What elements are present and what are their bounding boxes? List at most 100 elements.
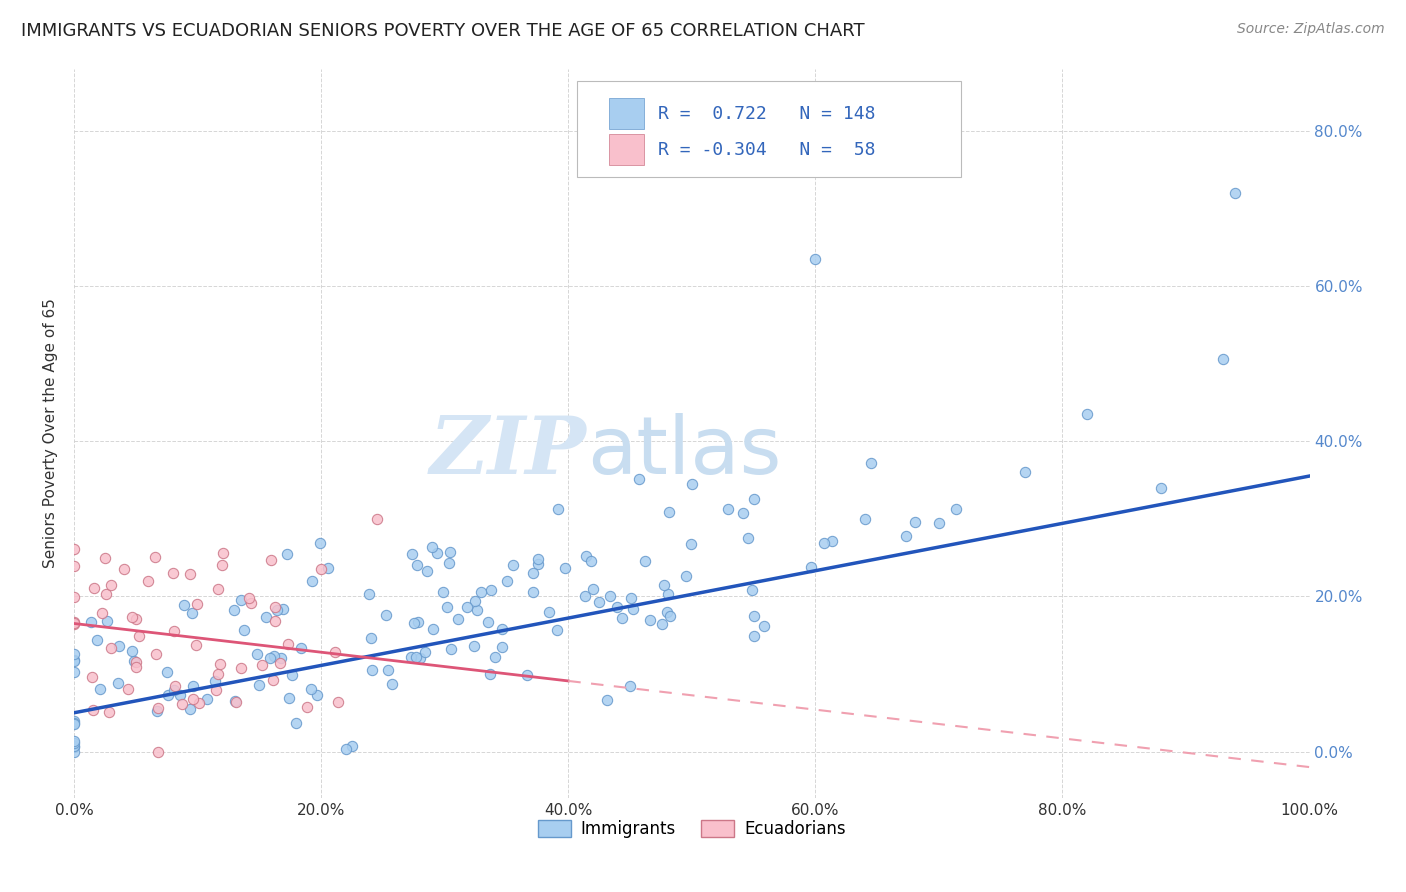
Point bbox=[299, 682, 322, 697]
Point bbox=[484, 649, 506, 664]
Point bbox=[107, 675, 129, 690]
Point bbox=[184, 638, 207, 652]
Point bbox=[63, 591, 86, 605]
Point bbox=[122, 654, 145, 668]
Point bbox=[1212, 352, 1234, 367]
Point bbox=[181, 679, 204, 693]
Point bbox=[717, 501, 740, 516]
Point bbox=[181, 606, 204, 620]
Point bbox=[679, 537, 702, 551]
Point bbox=[813, 536, 835, 550]
Point bbox=[179, 567, 201, 582]
Point bbox=[94, 550, 117, 565]
Point bbox=[301, 574, 323, 588]
Point bbox=[63, 647, 86, 661]
Point bbox=[657, 587, 679, 601]
Point bbox=[207, 667, 229, 681]
Point bbox=[575, 549, 598, 563]
Point bbox=[436, 600, 458, 615]
Point bbox=[112, 562, 135, 576]
FancyBboxPatch shape bbox=[609, 135, 644, 165]
Point bbox=[582, 582, 605, 597]
Point bbox=[405, 649, 427, 664]
Point bbox=[63, 739, 86, 754]
Point bbox=[628, 472, 651, 486]
Point bbox=[63, 615, 86, 629]
Point bbox=[295, 700, 318, 714]
Point bbox=[124, 660, 146, 674]
Point bbox=[821, 534, 844, 549]
Point bbox=[181, 691, 204, 706]
Text: atlas: atlas bbox=[586, 413, 782, 491]
FancyBboxPatch shape bbox=[609, 98, 644, 129]
Point bbox=[928, 516, 950, 530]
Point bbox=[366, 512, 388, 526]
Point bbox=[804, 252, 827, 266]
Point bbox=[277, 637, 299, 651]
Point bbox=[800, 560, 823, 574]
Point bbox=[620, 591, 643, 605]
Point bbox=[638, 613, 661, 627]
Point bbox=[63, 734, 86, 748]
Point bbox=[63, 717, 86, 731]
Point bbox=[657, 605, 679, 619]
Text: R =  0.722   N = 148: R = 0.722 N = 148 bbox=[658, 104, 876, 122]
Point bbox=[212, 546, 235, 560]
Point bbox=[522, 585, 544, 599]
Point bbox=[146, 704, 169, 718]
Point bbox=[207, 582, 229, 596]
Point bbox=[527, 552, 550, 566]
Point bbox=[145, 647, 167, 661]
Point bbox=[416, 565, 439, 579]
Point bbox=[63, 615, 86, 630]
Point bbox=[162, 682, 184, 697]
Point bbox=[538, 605, 561, 619]
Point bbox=[610, 610, 633, 624]
Point bbox=[100, 577, 122, 591]
Point bbox=[904, 515, 927, 529]
Point bbox=[323, 645, 346, 659]
Point bbox=[165, 679, 187, 693]
Point bbox=[278, 691, 301, 706]
Point bbox=[63, 665, 86, 680]
Point bbox=[1076, 407, 1098, 421]
Point bbox=[316, 560, 339, 574]
Point bbox=[1014, 465, 1036, 479]
Point bbox=[271, 602, 294, 616]
Point bbox=[284, 716, 307, 731]
Point bbox=[479, 582, 502, 597]
Point bbox=[1150, 481, 1173, 495]
Point bbox=[211, 558, 233, 573]
Point bbox=[250, 658, 273, 673]
Point bbox=[1225, 186, 1247, 200]
Point bbox=[246, 647, 269, 661]
Point bbox=[264, 599, 287, 614]
Point bbox=[186, 597, 208, 611]
Point bbox=[63, 654, 86, 668]
Point bbox=[238, 591, 260, 606]
Point bbox=[170, 698, 193, 712]
Point bbox=[599, 589, 621, 603]
Point bbox=[651, 617, 673, 632]
Point bbox=[741, 582, 763, 597]
Point bbox=[596, 693, 619, 707]
Point bbox=[439, 545, 461, 559]
Point bbox=[128, 629, 150, 643]
Point bbox=[340, 739, 363, 753]
Point bbox=[477, 615, 499, 629]
Point bbox=[894, 529, 917, 543]
Point bbox=[222, 603, 245, 617]
Point bbox=[502, 558, 524, 572]
Point bbox=[247, 678, 270, 692]
Point bbox=[63, 542, 86, 557]
Point bbox=[305, 688, 328, 702]
Point bbox=[63, 739, 86, 754]
Point bbox=[269, 657, 291, 671]
Point bbox=[117, 681, 139, 696]
Point bbox=[579, 554, 602, 568]
Point bbox=[432, 584, 454, 599]
Point bbox=[470, 585, 492, 599]
Point bbox=[491, 622, 513, 636]
Point bbox=[163, 624, 186, 639]
Point bbox=[63, 714, 86, 729]
